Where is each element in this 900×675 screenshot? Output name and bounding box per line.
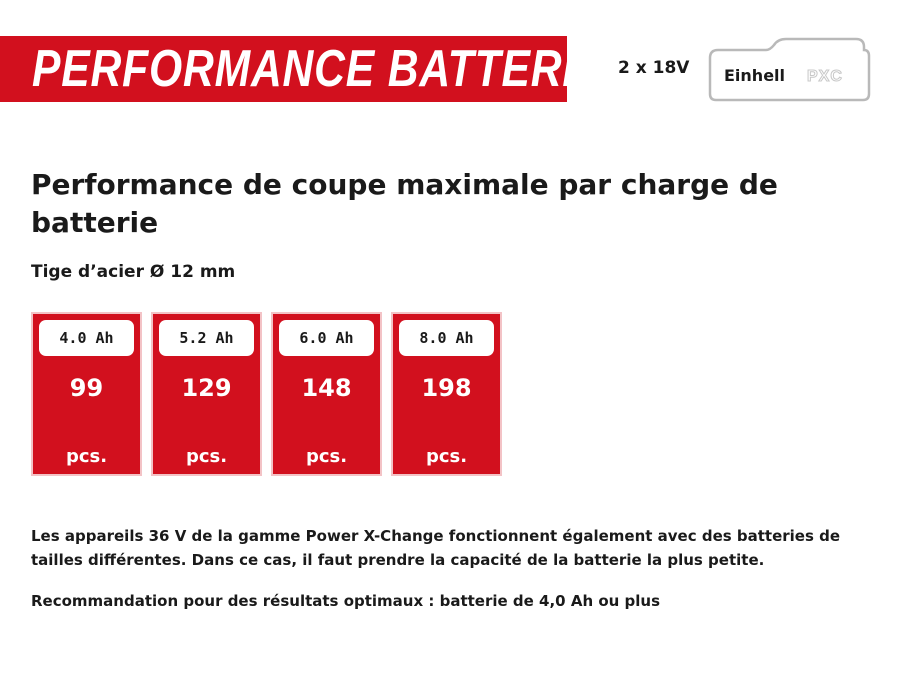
logo-suffix: PXC [807,68,843,85]
capacity-card: 4.0 Ah 99 pcs. [31,312,142,476]
page-heading: Performance de coupe maximale par charge… [31,168,778,239]
pieces-value: 198 [421,374,472,402]
capacity-card: 6.0 Ah 148 pcs. [271,312,382,476]
capacity-card: 8.0 Ah 198 pcs. [391,312,502,476]
pieces-value: 129 [181,374,232,402]
pieces-value: 148 [301,374,352,402]
capacity-label: 5.2 Ah [159,320,254,356]
recommendation-note: Recommandation pour des résultats optima… [31,592,661,610]
pieces-unit: pcs. [425,446,468,467]
capacity-card: 5.2 Ah 129 pcs. [151,312,262,476]
pieces-value: 99 [69,374,104,402]
capacity-label: 6.0 Ah [279,320,374,356]
pieces-unit: pcs. [305,446,348,467]
battery-logo-graphic: Einhell PXC [708,37,871,102]
capacity-label: 4.0 Ah [39,320,134,356]
logo-brand: Einhell [724,66,785,85]
pieces-unit: pcs. [65,446,108,467]
banner-title: PERFORMANCE BATTERIE [32,40,567,98]
title-banner: PERFORMANCE BATTERIE [0,36,567,102]
compatibility-note: Les appareils 36 V de la gamme Power X-C… [31,527,841,569]
material-subheading: Tige d’acier Ø 12 mm [31,262,236,282]
capacity-label: 8.0 Ah [399,320,494,356]
voltage-label: 2 x 18V [618,58,690,78]
battery-pack-icon: Einhell PXC [708,36,872,102]
pieces-unit: pcs. [185,446,228,467]
